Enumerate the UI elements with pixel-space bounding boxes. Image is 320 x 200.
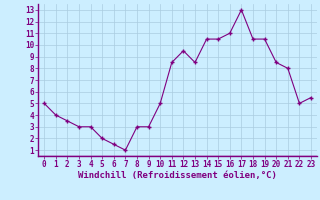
X-axis label: Windchill (Refroidissement éolien,°C): Windchill (Refroidissement éolien,°C)	[78, 171, 277, 180]
